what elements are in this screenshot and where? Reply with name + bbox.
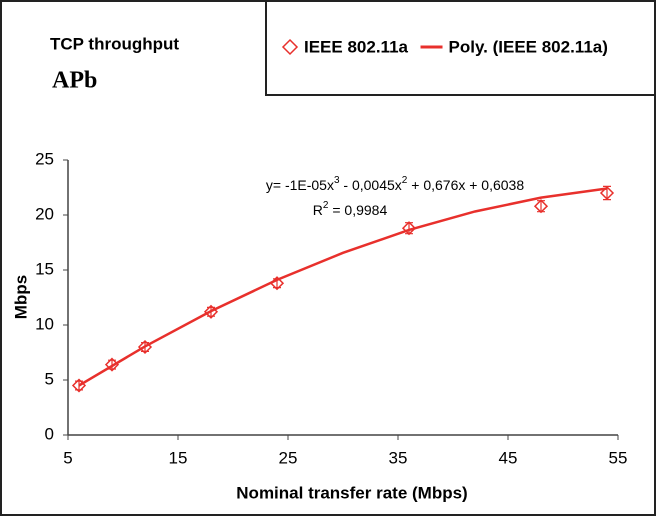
data-point bbox=[599, 185, 615, 201]
legend-box bbox=[265, 0, 656, 96]
chart-title: TCP throughput bbox=[50, 34, 179, 53]
text-part: R bbox=[313, 202, 323, 218]
x-tick-label: 35 bbox=[389, 448, 408, 467]
y-tick-label: 5 bbox=[45, 369, 54, 388]
superscript: 3 bbox=[334, 175, 340, 186]
legend-label: Poly. (IEEE 802.11a) bbox=[449, 37, 608, 56]
x-tick-label: 45 bbox=[499, 448, 518, 467]
data-point bbox=[401, 221, 417, 236]
chart-subtitle: APb bbox=[52, 68, 97, 94]
y-axis-label: Mbps bbox=[11, 275, 30, 319]
text-part: = 0,9984 bbox=[328, 202, 387, 218]
y-tick-label: 10 bbox=[35, 314, 54, 333]
y-tick-label: 25 bbox=[35, 149, 54, 168]
x-tick-label: 55 bbox=[609, 448, 628, 467]
y-tick-label: 0 bbox=[45, 424, 54, 443]
x-axis-label: Nominal transfer rate (Mbps) bbox=[236, 483, 467, 502]
text-part: - 0,0045x bbox=[340, 177, 402, 193]
legend-marker bbox=[281, 38, 299, 56]
x-tick-label: 5 bbox=[63, 448, 72, 467]
y-tick-label: 20 bbox=[35, 204, 54, 223]
x-tick-label: 25 bbox=[279, 448, 298, 467]
trend-line bbox=[78, 187, 608, 387]
trend-equation: y= -1E-05x3 - 0,0045x2 + 0,676x + 0,6038 bbox=[266, 175, 524, 193]
y-tick-label: 15 bbox=[35, 259, 54, 278]
data-point bbox=[533, 199, 549, 214]
superscript: 2 bbox=[402, 175, 408, 186]
r-squared: R2 = 0,9984 bbox=[313, 200, 388, 218]
text-part: y= -1E-05x bbox=[266, 177, 334, 193]
text-part: + 0,676x + 0,6038 bbox=[407, 177, 524, 193]
x-tick-label: 15 bbox=[169, 448, 188, 467]
legend-label: IEEE 802.11a bbox=[304, 37, 409, 56]
superscript: 2 bbox=[323, 200, 329, 211]
